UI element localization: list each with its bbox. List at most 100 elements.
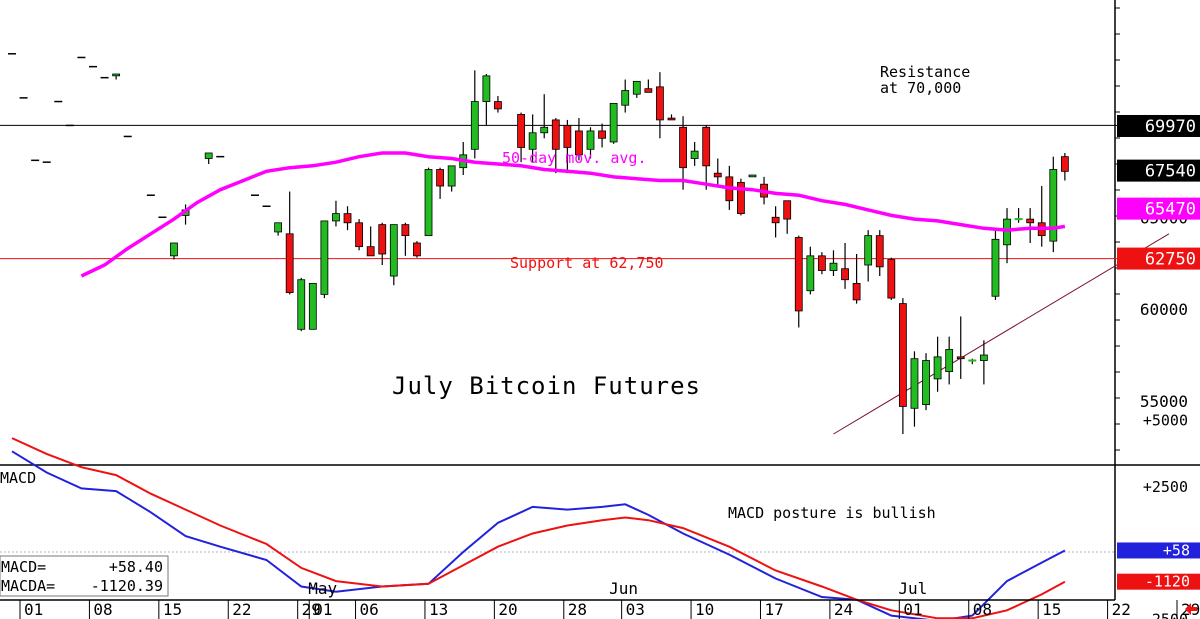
candle — [112, 73, 121, 80]
x-axis-day-label: 08 — [973, 600, 992, 619]
x-axis: 01081522290106132028031017240108152229Ma… — [0, 579, 1200, 619]
x-axis-day-label: 10 — [695, 600, 714, 619]
price-level-tag — [1117, 197, 1200, 220]
candle — [679, 116, 687, 190]
candle — [702, 125, 711, 190]
candle-body — [887, 259, 896, 299]
candle-body — [609, 102, 618, 143]
x-axis-day-label: 22 — [232, 600, 251, 619]
candle — [378, 222, 387, 266]
x-axis-month-label: Jul — [898, 579, 927, 598]
candle — [609, 102, 618, 144]
candle — [470, 70, 479, 159]
candle-body — [956, 356, 965, 360]
candle — [1037, 186, 1046, 247]
x-axis-day-label: 01 — [903, 600, 922, 619]
candle — [551, 118, 560, 174]
price-level-label: 65470 — [1145, 200, 1196, 220]
candle — [829, 250, 838, 277]
candle-body — [1026, 218, 1035, 224]
x-axis-day-label: 13 — [429, 600, 448, 619]
candle — [1060, 152, 1069, 181]
candle-body — [679, 126, 687, 169]
candle-body — [447, 165, 456, 187]
candle-body — [621, 90, 630, 106]
candle — [274, 222, 283, 236]
macd-readout-label: MACD= — [1, 558, 46, 576]
candle-body — [170, 242, 178, 257]
price-level-label: 62750 — [1145, 250, 1196, 270]
candle — [667, 114, 676, 121]
candle-body — [656, 86, 664, 121]
candle — [713, 158, 722, 187]
macd-level-label: +58 — [1163, 541, 1190, 559]
candle-body — [563, 125, 572, 148]
candle-body — [1003, 218, 1011, 246]
candle-body — [702, 126, 711, 167]
macd-y-axis: +5000 +2500 -2500 +58 -1120 — [1117, 412, 1200, 619]
resistance-annotation-line1: Resistance — [880, 63, 970, 81]
x-axis-day-label: 01 — [313, 600, 332, 619]
candle-body — [598, 130, 606, 139]
candle — [424, 167, 433, 237]
candle-body — [366, 246, 375, 257]
price-y-axis: 55000600006500069970675406547062750 — [1115, 7, 1200, 451]
candle — [285, 191, 294, 295]
support-annotation: Support at 62,750 — [510, 254, 664, 272]
candle — [991, 230, 1000, 300]
x-axis-day-label: 06 — [360, 600, 379, 619]
candle — [528, 114, 537, 163]
candle-body — [644, 88, 653, 93]
x-axis-month-label: May — [308, 579, 337, 598]
candle — [1026, 208, 1035, 243]
candle-body — [783, 200, 792, 220]
price-level-tag — [1117, 247, 1200, 270]
candle — [320, 220, 329, 299]
candle-body — [794, 237, 803, 312]
candle — [494, 96, 502, 113]
price-tick-label: 60000 — [1140, 300, 1188, 319]
macd-tick-label: +5000 — [1143, 412, 1188, 430]
candle — [436, 167, 444, 199]
candle — [540, 94, 549, 139]
candle-body — [690, 150, 699, 159]
candle — [389, 224, 398, 286]
candle — [170, 242, 178, 260]
candle — [482, 74, 491, 126]
candle-body — [308, 282, 317, 330]
candle — [945, 336, 954, 385]
candle — [922, 353, 930, 411]
candle — [517, 112, 525, 163]
candle-body — [1060, 156, 1069, 172]
candle — [644, 79, 653, 93]
candle-body — [355, 222, 364, 248]
candle — [656, 72, 664, 139]
candle — [875, 230, 884, 277]
x-axis-day-label: 20 — [498, 600, 517, 619]
x-axis-day-label: 22 — [1112, 600, 1131, 619]
price-level-tag — [1117, 114, 1200, 137]
candle-body — [112, 73, 121, 77]
candle — [910, 351, 919, 427]
candle — [447, 165, 456, 192]
candle — [841, 242, 849, 289]
candle — [401, 222, 410, 256]
macd-tick-label: -2500 — [1143, 610, 1188, 619]
candle — [898, 298, 907, 434]
candle-body — [852, 282, 861, 301]
red-left-arrow-icon[interactable] — [1185, 603, 1197, 615]
x-axis-day-label: 08 — [93, 600, 112, 619]
price-level-label: 69970 — [1145, 117, 1196, 137]
macd-level-tag — [1117, 573, 1200, 590]
candle — [794, 235, 803, 328]
candle-body — [922, 360, 930, 406]
candle — [575, 118, 583, 161]
candle — [956, 316, 965, 379]
candle-body — [991, 238, 1000, 297]
macd-panel-title: MACD — [0, 469, 36, 487]
candle-body — [875, 235, 884, 268]
candle-body — [713, 172, 722, 178]
candle — [598, 123, 606, 148]
candle-body — [401, 224, 410, 237]
candle-body — [806, 255, 815, 292]
